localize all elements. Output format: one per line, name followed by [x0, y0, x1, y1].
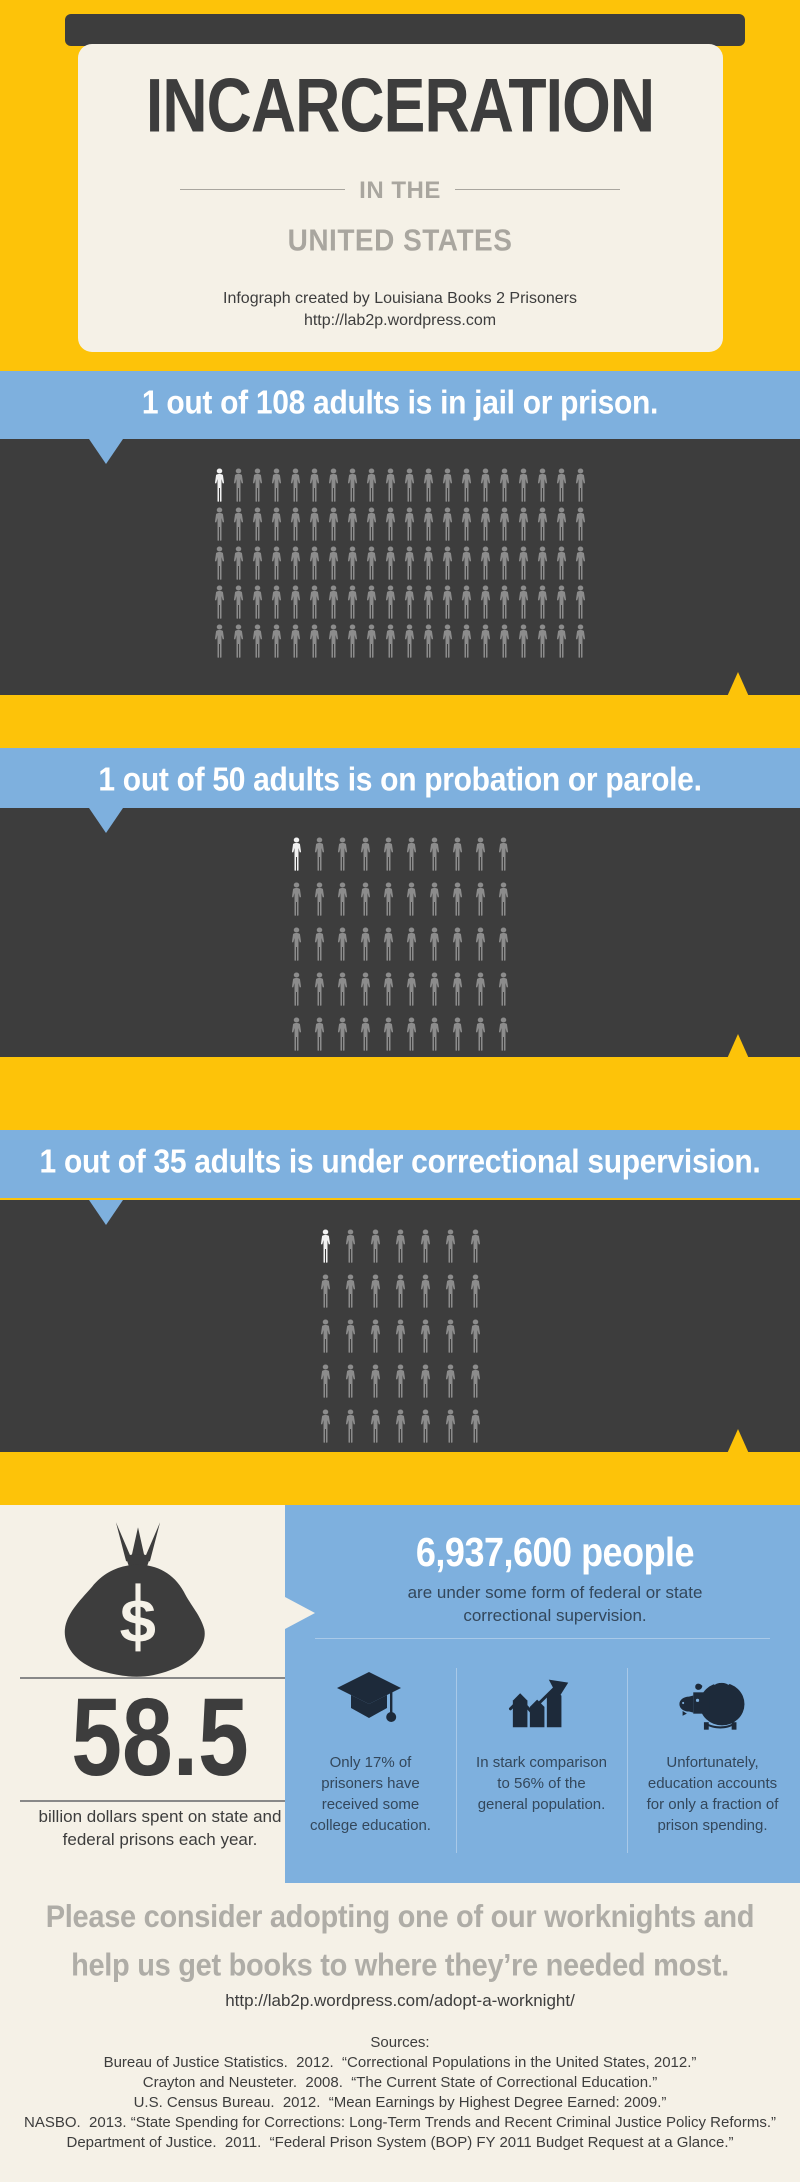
svg-text:S: S [119, 1590, 158, 1654]
